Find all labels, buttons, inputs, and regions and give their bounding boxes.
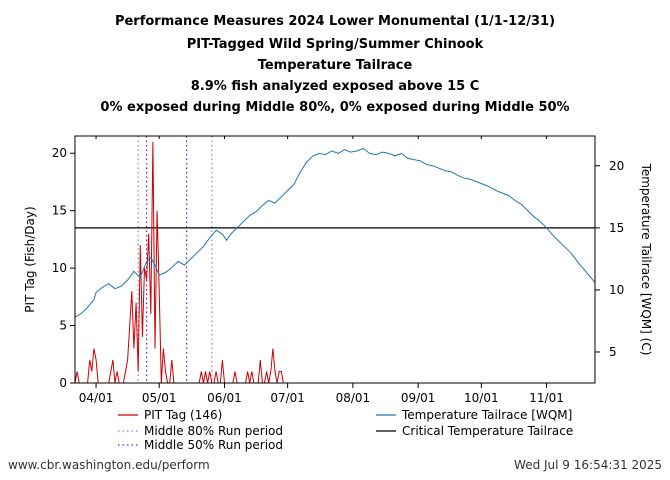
- chart-title: Performance Measures 2024 Lower Monument…: [114, 14, 556, 29]
- y-left-tick-label: 5: [59, 319, 67, 333]
- y-left-tick-label: 15: [52, 204, 67, 218]
- chart-subtitle-species: PIT-Tagged Wild Spring/Summer Chinook: [186, 37, 484, 52]
- pit-tag-series-line: [75, 141, 288, 383]
- y-right-tick-label: 5: [609, 345, 617, 359]
- chart-subtitle-measure: Temperature Tailrace: [257, 58, 413, 73]
- x-tick-label: 04/01: [79, 391, 114, 405]
- y-right-axis-label: Temperature Tailrace [WQM] (C): [639, 163, 653, 356]
- x-tick-label: 07/01: [270, 391, 305, 405]
- legend-label: Critical Temperature Tailrace: [402, 424, 573, 438]
- legend-label: Temperature Tailrace [WQM]: [401, 408, 572, 422]
- y-right-tick-label: 10: [609, 283, 624, 297]
- x-tick-label: 09/01: [401, 391, 436, 405]
- y-left-tick-label: 10: [52, 261, 67, 275]
- legend-label: PIT Tag (146): [144, 408, 222, 422]
- legend-label: Middle 50% Run period: [144, 438, 283, 452]
- x-tick-label: 06/01: [207, 391, 242, 405]
- footer-url: www.cbr.washington.edu/perform: [8, 458, 210, 472]
- x-tick-label: 05/01: [142, 391, 177, 405]
- y-left-axis-label: PIT Tag (Fish/Day): [23, 206, 37, 312]
- y-right-tick-label: 15: [609, 221, 624, 235]
- x-tick-label: 10/01: [464, 391, 499, 405]
- temperature-series-line: [75, 147, 595, 318]
- x-tick-label: 11/01: [529, 391, 564, 405]
- x-tick-label: 08/01: [336, 391, 371, 405]
- plot-frame: [74, 135, 596, 384]
- y-left-tick-label: 20: [52, 146, 67, 160]
- legend-label: Middle 80% Run period: [144, 424, 283, 438]
- footer-timestamp: Wed Jul 9 16:54:31 2025: [514, 458, 662, 472]
- y-right-tick-label: 20: [609, 159, 624, 173]
- chart-subtitle-exposure: 8.9% fish analyzed exposed above 15 C: [190, 79, 480, 94]
- y-left-tick-label: 0: [59, 376, 67, 390]
- chart-subtitle-run-exposure: 0% exposed during Middle 80%, 0% exposed…: [100, 100, 570, 115]
